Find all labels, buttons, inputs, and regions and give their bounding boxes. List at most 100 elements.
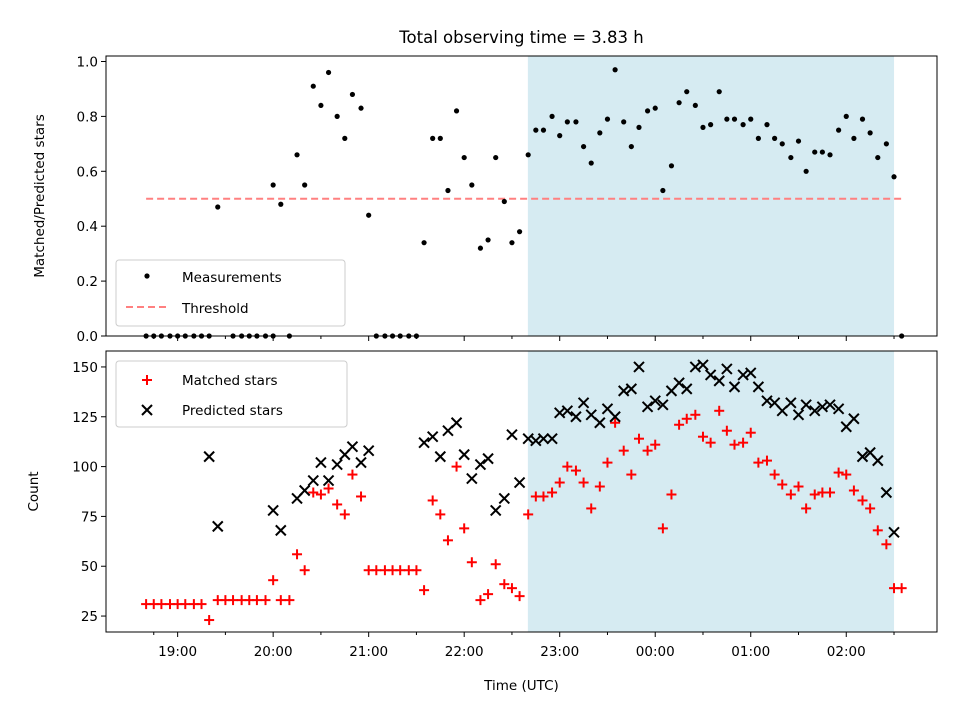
x-b (585, 409, 597, 421)
predicted-star-point (322, 474, 335, 487)
predicted-star-point (490, 504, 502, 517)
matched-star-point (442, 535, 453, 546)
predicted-star-point (362, 444, 375, 457)
x-b (888, 526, 900, 539)
matched-star-point (809, 489, 820, 500)
top-x-ticks (153, 336, 895, 341)
matched-star-point (251, 595, 262, 606)
x-b (785, 397, 797, 409)
measurement-point (318, 102, 324, 109)
predicted-star-point (633, 361, 645, 373)
matched-star-point (514, 591, 525, 602)
measurement-point (533, 127, 539, 133)
matched-star-point (690, 409, 701, 420)
legend-matched-label: Matched stars (182, 373, 278, 389)
matched-star-point (896, 583, 907, 594)
predicted-star-point (657, 399, 669, 411)
observing-window-shade-bottom (527, 351, 895, 632)
top-legend-box (115, 259, 346, 327)
predicted-star-point (832, 403, 845, 415)
measurement-point (668, 163, 675, 169)
measurement-points (143, 67, 905, 339)
x-b (792, 409, 805, 421)
measurement-point (461, 154, 467, 161)
measurement-point (772, 135, 778, 141)
x-b (809, 405, 821, 417)
predicted-star-point (641, 401, 654, 413)
predicted-star-point (824, 399, 836, 411)
y-tick-label: 100 (72, 460, 98, 476)
matched-star-point (825, 487, 836, 498)
measurement-point (430, 135, 436, 141)
matched-star-point (284, 595, 295, 606)
matched-star-point (371, 565, 382, 576)
predicted-star-point (307, 474, 319, 487)
top-legend: Measurements Threshold (115, 259, 346, 327)
matched-star-point (506, 583, 517, 594)
bottom-y-ticks: 25 50 75 100 125 150 (72, 360, 106, 625)
top-panel: 0.0 0.2 0.4 0.6 0.8 1.0 Total observing time … (32, 28, 938, 345)
measurement-point (779, 141, 785, 147)
x-b (880, 486, 893, 499)
measurement-point (310, 83, 316, 89)
measurement-point (684, 89, 690, 95)
measurement-point (342, 135, 348, 141)
x-b (657, 399, 669, 411)
matched-star-point (499, 579, 510, 590)
matched-star-point (848, 485, 859, 496)
predicted-star-point (697, 359, 709, 371)
x-b (601, 403, 614, 415)
measurement-point (445, 187, 451, 194)
measurement-point (740, 122, 746, 128)
measurement-point (836, 127, 842, 133)
matched-star-point (356, 491, 367, 502)
matched-star-point (833, 467, 844, 478)
x-b (561, 405, 574, 417)
measurement-point (349, 91, 356, 98)
matched-star-point (697, 431, 708, 442)
x-b (745, 367, 757, 379)
matched-star-point (841, 469, 852, 480)
predicted-star-point (577, 397, 590, 409)
predicted-star-point (681, 383, 693, 395)
predicted-star-point (800, 399, 812, 411)
measurement-point (867, 130, 873, 136)
predicted-star-point (848, 413, 860, 425)
x-tick-label: 22:00 (445, 644, 484, 660)
matched-star-point (395, 565, 406, 576)
predicted-star-point (792, 409, 805, 421)
measurement-point (748, 116, 754, 122)
measurement-point (803, 168, 809, 174)
measurement-point (557, 133, 563, 139)
measurement-point (493, 154, 499, 161)
x-b (537, 432, 550, 445)
measurement-point (525, 152, 531, 158)
measurement-point (580, 143, 587, 150)
matched-star-point (554, 477, 565, 488)
x-b (474, 458, 487, 471)
x-b (212, 520, 224, 533)
measurement-point (612, 67, 618, 73)
predicted-star-point (418, 436, 430, 449)
x-b (570, 411, 582, 423)
measurement-point (700, 124, 706, 130)
matched-star-point (618, 445, 629, 456)
matched-star-point (332, 499, 343, 510)
x-b (594, 417, 606, 429)
x-b (721, 363, 733, 375)
predicted-star-point (434, 450, 447, 463)
x-b (267, 504, 279, 517)
count-points (141, 359, 907, 626)
matched-star-point (642, 445, 653, 456)
measurement-point (516, 229, 523, 235)
x-b (681, 383, 693, 395)
measurement-point (827, 152, 833, 158)
predicted-star-point (880, 486, 893, 499)
measurement-point (851, 135, 857, 141)
matched-star-point (657, 523, 668, 534)
x-b (275, 524, 287, 537)
x-b (832, 403, 845, 415)
top-axes-frame (105, 55, 938, 337)
legend-threshold-label: Threshold (181, 301, 249, 317)
predicted-star-point (458, 448, 470, 461)
